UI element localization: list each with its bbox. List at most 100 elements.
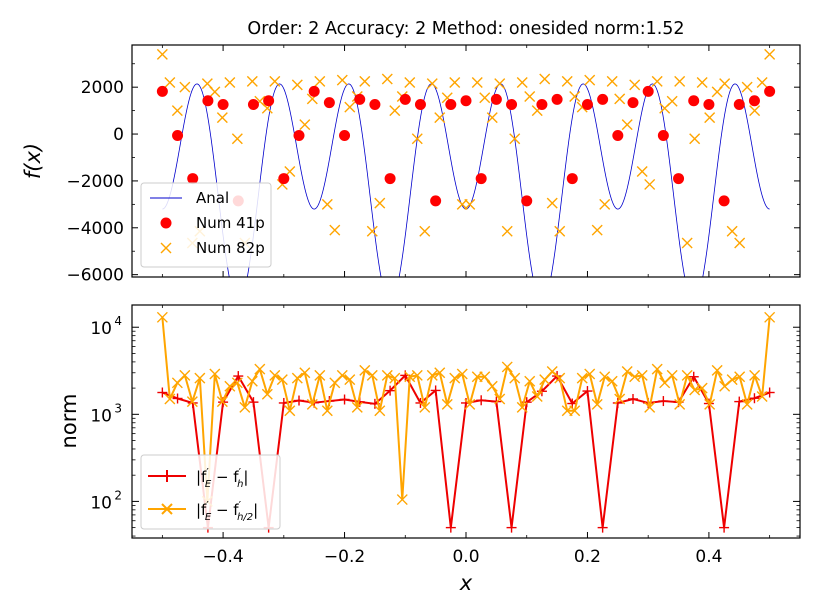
num82-point <box>689 133 701 145</box>
norm-h2-point <box>591 398 603 410</box>
num41-point <box>673 173 685 185</box>
norm-h2-point <box>576 372 588 384</box>
norm-h2-point <box>479 371 491 383</box>
num41-point <box>445 99 457 111</box>
num82-point <box>299 119 311 131</box>
norm-h2-point <box>216 396 228 408</box>
bottom-y-tick-exponent: 4 <box>114 314 122 328</box>
norm-h2-point <box>516 401 528 413</box>
norm-h2-point <box>194 372 206 384</box>
norm-h2-point <box>711 364 723 376</box>
top-y-tick-label: −6000 <box>66 266 124 286</box>
num82-point <box>486 112 498 124</box>
num82-point <box>336 74 348 86</box>
num82-point <box>569 91 581 103</box>
num41-point <box>748 95 760 107</box>
num82-point <box>164 76 176 88</box>
num82-point <box>216 112 228 124</box>
num41-point <box>657 129 669 141</box>
num41-point <box>490 93 502 105</box>
norm-h2-point <box>269 369 281 381</box>
num41-point <box>156 85 168 97</box>
norm-h2-point <box>741 398 753 410</box>
num41-point <box>688 95 700 107</box>
num82-point <box>329 224 341 236</box>
norm-h-point <box>749 393 760 404</box>
norm-h2-point <box>554 372 566 384</box>
num82-point <box>209 86 221 98</box>
bottom-y-tick-label: 10 <box>90 493 112 513</box>
bottom-y-tick-exponent: 2 <box>114 488 122 502</box>
num82-point <box>599 198 611 210</box>
num82-point <box>471 76 483 88</box>
norm-h2-point <box>164 393 176 405</box>
num82-point <box>381 73 393 85</box>
num41-point <box>718 195 730 207</box>
num41-point <box>293 129 305 141</box>
num41-point <box>627 97 639 109</box>
norm-h2-point <box>464 398 476 410</box>
norm-h2-point <box>186 396 198 408</box>
top-y-ticks: −6000 −4000 −2000 0 2000 <box>66 63 800 286</box>
norm-h2-point <box>306 398 318 410</box>
norm-h2-point <box>246 375 258 387</box>
num41-point <box>414 99 426 111</box>
legend-h-swatch <box>148 470 186 482</box>
num41-point <box>642 85 654 97</box>
norm-h2-point <box>494 393 506 405</box>
num82-point <box>591 224 603 236</box>
num82-point <box>464 198 476 210</box>
num82-point <box>291 79 303 91</box>
top-y-tick-label: 0 <box>113 125 124 145</box>
norm-h2-point <box>381 369 393 381</box>
num82-point <box>644 178 656 190</box>
norm-h2-point <box>179 369 191 381</box>
legend-h2-swatch <box>148 503 186 515</box>
norm-h2-point <box>156 311 168 323</box>
legend-num82-label: Num 82p <box>196 239 265 257</box>
top-y-tick-label: −2000 <box>66 172 124 192</box>
bottom-x-tick-label: −0.4 <box>202 547 243 567</box>
norm-h2-point <box>419 401 431 413</box>
num82-point <box>674 75 686 87</box>
num41-point <box>354 93 366 105</box>
num82-point <box>666 95 678 107</box>
num82-point <box>704 112 716 124</box>
bottom-y-tick-label: 10 <box>90 406 112 426</box>
norm-h2-point <box>734 371 746 383</box>
norm-h2-point <box>764 311 776 323</box>
norm-h-point <box>597 522 608 533</box>
num41-point <box>612 129 624 141</box>
num82-point <box>741 81 753 93</box>
norm-h2-point <box>299 367 311 379</box>
norm-h2-point <box>599 371 611 383</box>
top-legend: Anal Num 41p Num 82p <box>140 182 272 268</box>
norm-h-point <box>445 522 456 533</box>
num41-point <box>506 99 518 111</box>
num82-point <box>681 237 693 249</box>
top-y-axis-label: f(x) <box>21 143 45 179</box>
norm-h-point <box>233 371 244 382</box>
num82-point <box>524 91 536 103</box>
norm-h-point <box>157 387 168 398</box>
norm-h-point <box>294 395 304 406</box>
num82-point <box>246 75 258 87</box>
num82-point <box>554 225 566 237</box>
num41-point <box>430 195 442 207</box>
num41-point <box>733 99 745 111</box>
num82-point <box>629 79 641 91</box>
num41-point <box>339 129 351 141</box>
norm-h2-point <box>696 382 708 394</box>
bottom-x-tick-label: 0.0 <box>452 547 479 567</box>
norm-h2-point <box>434 367 446 379</box>
num41-point <box>475 173 487 185</box>
num82-point <box>224 76 236 88</box>
num82-point <box>231 133 243 145</box>
num82-point <box>546 197 558 209</box>
norm-h2-point <box>374 405 386 417</box>
num41-point <box>703 99 715 111</box>
num82-point <box>359 75 371 87</box>
norm-h-point <box>688 371 699 382</box>
norm-h2-point <box>276 374 288 386</box>
